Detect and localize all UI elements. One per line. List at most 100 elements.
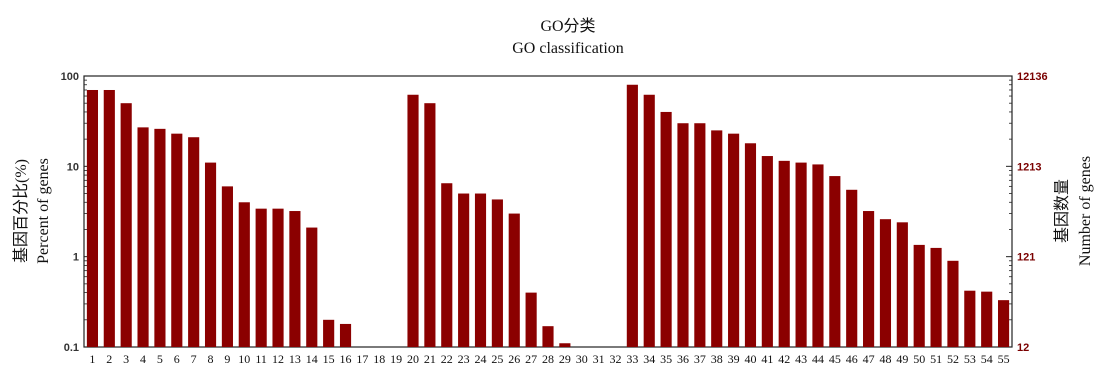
- bar-53: [964, 290, 976, 347]
- right-axis-label-cn: 基因数量: [1053, 179, 1071, 243]
- x-tick-label: 40: [744, 352, 756, 366]
- left-axis-label-cn: 基因百分比(%): [12, 159, 30, 263]
- bar-9: [221, 186, 233, 347]
- x-tick-label: 22: [441, 352, 453, 366]
- x-tick-label: 38: [711, 352, 723, 366]
- x-tick-label: 54: [981, 352, 993, 366]
- x-axis: 1 2 3 4 5 6 7 8 9 10 11 12 13 14 15 16 17 18 19 20 21 22 23 24 2…: [89, 352, 1009, 366]
- bar-series: [86, 84, 1010, 348]
- bar-2: [103, 89, 115, 348]
- bar-45: [829, 176, 841, 347]
- bar-26: [508, 213, 520, 347]
- x-tick-label: 12: [272, 352, 284, 366]
- bar-55: [997, 300, 1010, 347]
- x-tick-label: 19: [390, 352, 402, 366]
- x-tick-label: 18: [373, 352, 385, 366]
- bar-20: [407, 94, 419, 347]
- bar-8: [204, 162, 217, 347]
- x-tick-label: 25: [491, 352, 503, 366]
- x-tick-label: 20: [407, 352, 419, 366]
- right-axis-label-en: Number of genes: [1077, 156, 1094, 266]
- bar-46: [846, 189, 858, 347]
- bar-23: [458, 193, 470, 347]
- chart-title: GO分类: [540, 17, 595, 35]
- bar-14: [306, 227, 318, 347]
- bar-11: [255, 208, 267, 347]
- x-tick-label: 48: [879, 352, 891, 366]
- bar-48: [879, 219, 892, 347]
- x-tick-label: 15: [323, 352, 335, 366]
- bar-28: [542, 326, 554, 347]
- left-axis-label-en: Percent of genes: [35, 158, 52, 264]
- bar-34: [643, 94, 655, 347]
- bar-5: [154, 128, 166, 347]
- x-tick-label: 45: [829, 352, 841, 366]
- x-tick-label: 16: [340, 352, 352, 366]
- x-tick-label: 28: [542, 352, 554, 366]
- bar-49: [896, 222, 908, 347]
- x-tick-label: 47: [863, 352, 875, 366]
- bar-36: [677, 123, 689, 347]
- left-tick-label: 100: [61, 71, 79, 83]
- x-tick-label: 50: [913, 352, 925, 366]
- bar-1: [86, 89, 99, 348]
- bar-41: [761, 156, 773, 347]
- right-axis: 12 121 1213 12136: [1006, 71, 1048, 354]
- bar-15: [323, 319, 335, 347]
- x-tick-label: 26: [508, 352, 520, 366]
- x-tick-label: 17: [356, 352, 368, 366]
- x-tick-label: 3: [123, 352, 129, 366]
- bar-3: [120, 103, 132, 347]
- x-tick-label: 9: [224, 352, 230, 366]
- bar-12: [272, 208, 284, 347]
- x-tick-label: 39: [728, 352, 740, 366]
- bar-24: [474, 193, 487, 347]
- x-tick-label: 34: [643, 352, 655, 366]
- bar-54: [981, 291, 993, 347]
- bar-4: [137, 127, 149, 347]
- bar-22: [441, 183, 453, 347]
- x-tick-label: 55: [998, 352, 1010, 366]
- x-tick-label: 10: [238, 352, 250, 366]
- x-tick-label: 46: [846, 352, 858, 366]
- x-tick-label: 14: [306, 352, 318, 366]
- x-tick-label: 23: [458, 352, 470, 366]
- x-tick-label: 1: [89, 352, 95, 366]
- bar-52: [947, 260, 959, 347]
- x-tick-label: 36: [677, 352, 689, 366]
- x-tick-label: 41: [761, 352, 773, 366]
- left-tick-label: 1: [73, 252, 79, 264]
- x-tick-label: 13: [289, 352, 301, 366]
- bar-27: [525, 292, 537, 347]
- bar-40: [744, 143, 757, 347]
- x-tick-label: 53: [964, 352, 976, 366]
- x-tick-label: 31: [593, 352, 605, 366]
- bar-37: [694, 123, 706, 347]
- x-tick-label: 29: [559, 352, 571, 366]
- bar-6: [171, 133, 183, 347]
- bar-43: [795, 162, 807, 347]
- left-axis: 0.1 1 10 100: [61, 71, 90, 354]
- bar-39: [728, 133, 740, 347]
- bar-47: [863, 211, 875, 347]
- right-tick-label: 12: [1017, 342, 1029, 354]
- x-tick-label: 35: [660, 352, 672, 366]
- x-tick-label: 6: [174, 352, 180, 366]
- bar-50: [913, 244, 925, 347]
- x-tick-label: 11: [255, 352, 267, 366]
- x-tick-label: 7: [191, 352, 197, 366]
- x-tick-label: 51: [930, 352, 942, 366]
- x-tick-label: 43: [795, 352, 807, 366]
- x-tick-label: 27: [525, 352, 537, 366]
- x-tick-label: 5: [157, 352, 163, 366]
- bar-44: [812, 164, 824, 347]
- chart-subtitle: GO classification: [512, 40, 624, 57]
- bar-51: [930, 247, 942, 347]
- right-tick-label: 121: [1017, 252, 1035, 264]
- bar-29: [559, 343, 571, 347]
- bar-10: [238, 202, 250, 347]
- x-tick-label: 8: [208, 352, 214, 366]
- bar-33: [626, 84, 638, 347]
- bar-42: [778, 160, 790, 347]
